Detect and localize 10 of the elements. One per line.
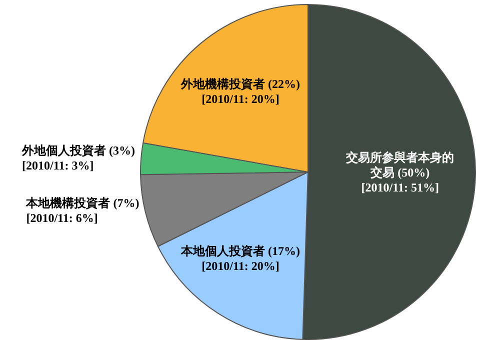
- slice-label: 本地個人投資者 (17%): [180, 244, 300, 258]
- text: [2010/11: 20%]: [202, 92, 280, 106]
- text: [2010/11: 3%]: [22, 158, 94, 172]
- text: [2010/11: 20%]: [202, 258, 280, 273]
- slice-label: 外地機構投資者 (22%): [180, 77, 300, 92]
- text: [2010/11: 51%]: [361, 180, 439, 195]
- slice-label: 交易所参與者本身的交易 (50%): [345, 150, 454, 180]
- slice-label: 外地個人投資者 (3%): [21, 143, 136, 158]
- text: [2010/11: 6%]: [26, 211, 98, 226]
- slice-label: 本地機構投資者 (7%): [25, 196, 140, 210]
